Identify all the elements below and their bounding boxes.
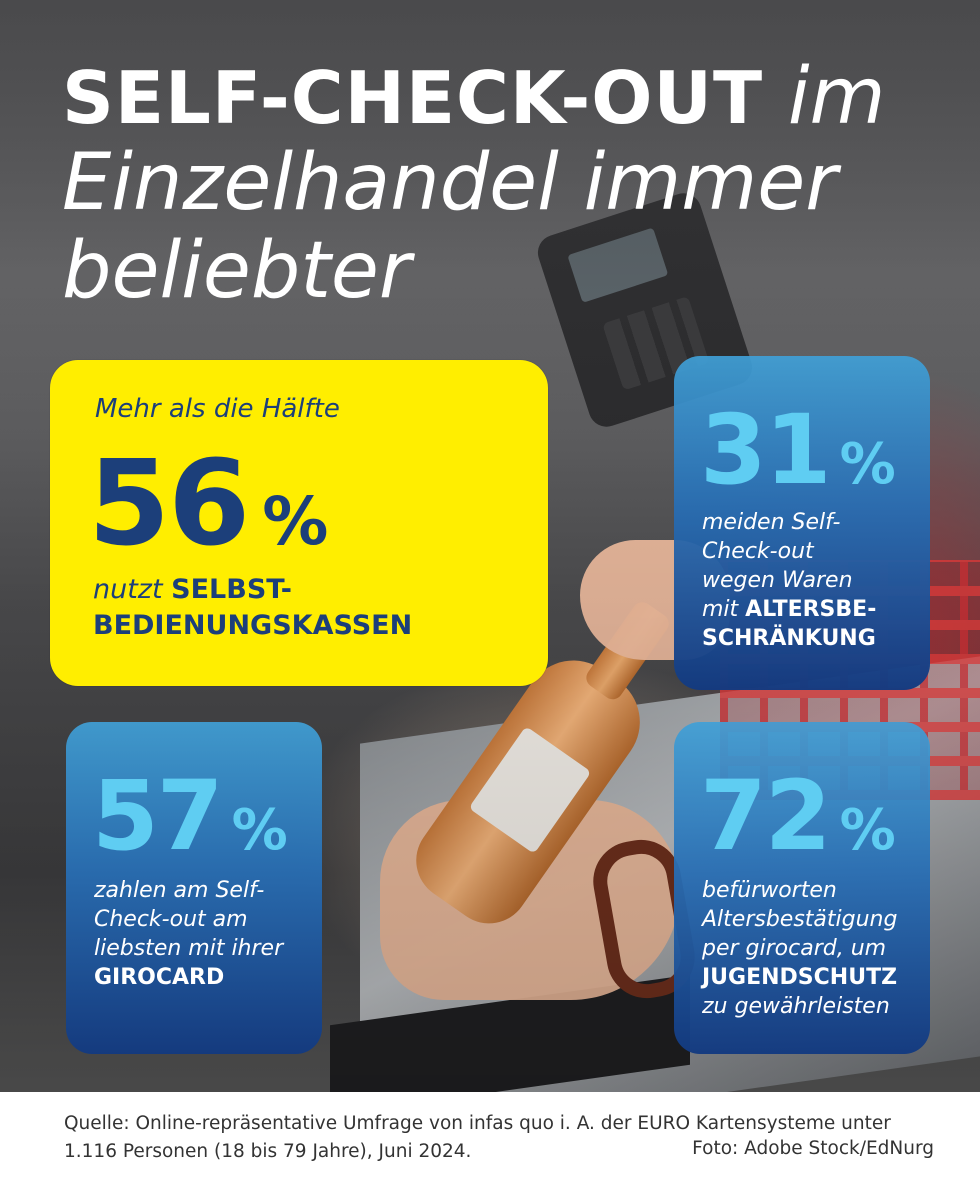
main-stat-value: 56% xyxy=(88,434,328,572)
main-stat-intro: Mehr als die Hälfte xyxy=(95,394,340,424)
stat-text-strong: GIROCARD xyxy=(94,965,225,990)
stat-text-line: Check-out xyxy=(702,539,814,564)
main-stat-card: Mehr als die Hälfte 56% nutzt SELBST- BE… xyxy=(50,360,548,686)
headline-line-1: SELF-CHECK-OUT im xyxy=(62,58,942,150)
stat-text-line: meiden Self- xyxy=(702,510,841,535)
headline-line-3: beliebter xyxy=(62,226,411,316)
stat-text-line: wegen Waren xyxy=(702,568,853,593)
stat-card-31: 31% meiden Self- Check-out wegen Waren m… xyxy=(674,356,930,690)
headline-strong: SELF-CHECK-OUT xyxy=(62,56,764,140)
stat-number: 72 xyxy=(700,760,832,872)
stat-text-line: Altersbestätigung xyxy=(702,907,898,932)
main-stat-number: 56 xyxy=(88,434,250,572)
stat-text-line: per girocard, um xyxy=(702,936,887,961)
main-stat-text: nutzt SELBST- BEDIENUNGSKASSEN xyxy=(93,572,412,644)
stat-text-line: befürworten xyxy=(702,878,837,903)
headline: SELF-CHECK-OUT im Einzelhandel immer bel… xyxy=(62,58,942,310)
stat-text-strong: ALTERSBE- xyxy=(745,597,877,622)
stat-text-line: liebsten mit ihrer xyxy=(94,936,284,961)
main-stat-text-strong: BEDIENUNGSKASSEN xyxy=(93,610,413,641)
footer: Quelle: Online-repräsentative Umfrage vo… xyxy=(0,1092,980,1197)
stat-value: 57% xyxy=(92,760,288,872)
stat-text-line: zu gewährleisten xyxy=(702,994,890,1019)
percent-sign: % xyxy=(231,798,288,863)
headline-part: im xyxy=(763,52,886,142)
stat-text-line: zahlen am Self- xyxy=(94,878,265,903)
stat-text-strong: JUGENDSCHUTZ xyxy=(702,965,898,990)
photo-credit: Foto: Adobe Stock/EdNurg xyxy=(692,1138,934,1159)
stat-text-line: Check-out am xyxy=(94,907,248,932)
stat-value: 31% xyxy=(700,394,896,506)
stat-card-72: 72% befürworten Altersbestätigung per gi… xyxy=(674,722,930,1054)
stat-value: 72% xyxy=(700,760,896,872)
stat-text-line: mit xyxy=(702,597,739,622)
source-line: 1.116 Personen (18 bis 79 Jahre), Juni 2… xyxy=(64,1141,472,1162)
percent-sign: % xyxy=(839,432,896,497)
percent-sign: % xyxy=(839,798,896,863)
stat-number: 57 xyxy=(92,760,224,872)
stat-text: meiden Self- Check-out wegen Waren mit A… xyxy=(702,508,876,653)
source-note: Quelle: Online-repräsentative Umfrage vo… xyxy=(64,1110,934,1166)
stat-text-strong: SCHRÄNKUNG xyxy=(702,626,876,651)
stat-card-57: 57% zahlen am Self- Check-out am liebste… xyxy=(66,722,322,1054)
stat-text: zahlen am Self- Check-out am liebsten mi… xyxy=(94,876,283,992)
percent-sign: % xyxy=(262,483,329,560)
headline-line-2: Einzelhandel immer xyxy=(62,138,838,228)
stat-text: befürworten Altersbestätigung per giroca… xyxy=(702,876,897,1021)
main-stat-text-em: nutzt xyxy=(93,574,163,605)
main-stat-text-strong: SELBST- xyxy=(171,574,292,605)
stat-number: 31 xyxy=(700,394,832,506)
source-line: Quelle: Online-repräsentative Umfrage vo… xyxy=(64,1113,891,1134)
